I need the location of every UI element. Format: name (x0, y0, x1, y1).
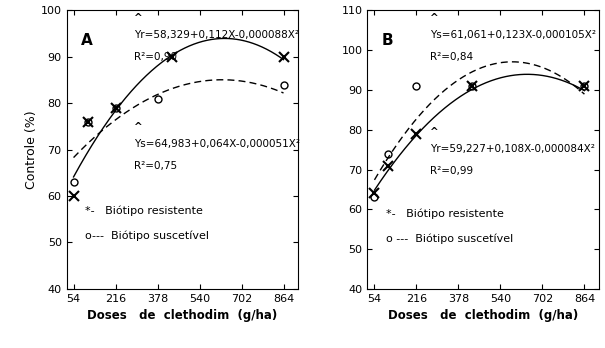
Text: Ys=64,983+0,064X-0,000051X²: Ys=64,983+0,064X-0,000051X² (134, 139, 299, 149)
Y-axis label: Controle (%): Controle (%) (25, 110, 38, 189)
Text: ^: ^ (134, 122, 142, 132)
Text: Ys=61,061+0,123X-0,000105X²: Ys=61,061+0,123X-0,000105X² (430, 30, 596, 40)
Text: Yr=59,227+0,108X-0,000084X²: Yr=59,227+0,108X-0,000084X² (430, 144, 595, 154)
Text: R²=0,75: R²=0,75 (134, 161, 177, 171)
Text: R²=0,90: R²=0,90 (134, 52, 177, 62)
Text: Yr=58,329+0,112X-0,000088X²: Yr=58,329+0,112X-0,000088X² (134, 30, 299, 40)
Text: *-   Biótipo resistente: *- Biótipo resistente (386, 208, 504, 219)
Text: B: B (381, 33, 393, 48)
Text: A: A (80, 33, 92, 48)
Text: ^: ^ (430, 127, 439, 137)
Text: o ---  Biótipo suscetível: o --- Biótipo suscetível (386, 233, 513, 244)
Text: ^: ^ (430, 13, 439, 23)
X-axis label: Doses   de  clethodim  (g/ha): Doses de clethodim (g/ha) (87, 309, 278, 322)
Text: o---  Biótipo suscetível: o--- Biótipo suscetível (85, 230, 209, 241)
Text: ^: ^ (134, 13, 142, 23)
X-axis label: Doses   de  clethodim  (g/ha): Doses de clethodim (g/ha) (388, 309, 578, 322)
Text: *-   Biótipo resistente: *- Biótipo resistente (85, 205, 203, 216)
Text: R²=0,99: R²=0,99 (430, 166, 473, 176)
Text: R²=0,84: R²=0,84 (430, 52, 473, 62)
